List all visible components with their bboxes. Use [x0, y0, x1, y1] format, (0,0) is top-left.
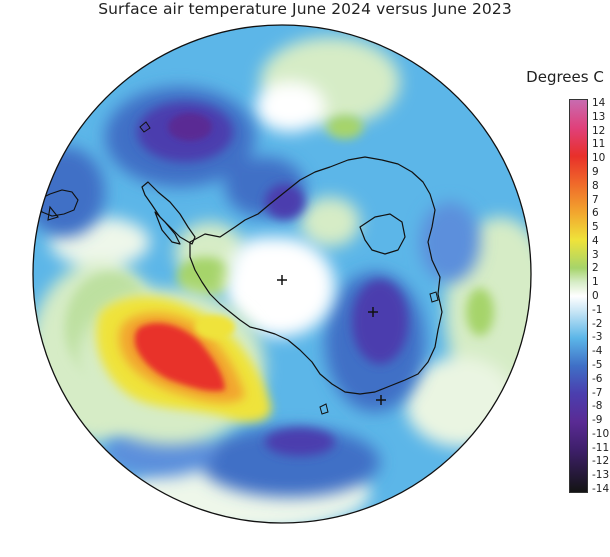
colorbar-tick-label: -13	[592, 469, 610, 482]
antarctic-peninsula	[141, 181, 196, 245]
colorbar-tick-label: 7	[592, 193, 599, 206]
colorbar-tick-label: 0	[592, 290, 599, 302]
antarctica-outline	[189, 156, 443, 395]
colorbar-tick-label: -6	[592, 372, 603, 385]
plus-marker-coast	[376, 395, 386, 405]
colorbar-tick-label: 2	[592, 262, 599, 275]
colorbar-tick-label: 5	[592, 221, 599, 234]
legend-title: Degrees C	[526, 68, 604, 86]
colorbar-tick-label: -10	[592, 427, 610, 440]
colorbar-tick-label: -1	[592, 303, 603, 316]
temperature-anomaly-svg	[32, 24, 532, 524]
anomaly-field	[33, 25, 531, 523]
colorbar-tick-label: -9	[592, 414, 603, 427]
colorbar-tick-label: 10	[592, 152, 606, 165]
plus-marker-south-pole	[277, 275, 287, 285]
colorbar-tick-label: 8	[592, 179, 599, 192]
colorbar-tick-label: 3	[592, 248, 599, 261]
colorbar	[569, 99, 588, 493]
colorbar-tick-label: -2	[592, 317, 603, 330]
colorbar-tick-label: 13	[592, 110, 606, 123]
colorbar-tick-label: -12	[592, 455, 610, 468]
very-cold-areas	[168, 113, 212, 141]
warm-anomaly	[75, 289, 272, 445]
markers	[277, 275, 386, 405]
map-title: Surface air temperature June 2024 versus…	[98, 0, 512, 18]
colorbar-tick-label: -8	[592, 400, 603, 413]
colorbar-tick-label: 4	[592, 234, 599, 247]
colorbar-tick-label: 11	[592, 138, 606, 151]
colorbar-tick-label: -7	[592, 386, 603, 399]
south-america-tip	[37, 189, 79, 221]
colorbar-tick-label: 12	[592, 124, 606, 137]
colorbar-tick-label: -4	[592, 345, 603, 358]
colorbar-tick-label: 6	[592, 207, 599, 220]
colorbar-tick-label: -14	[592, 483, 610, 495]
plus-marker-east-antarctica	[368, 307, 378, 317]
colorbar-tick-label: -11	[592, 441, 610, 454]
map-boundary	[32, 24, 532, 524]
colorbar-tick-label: 14	[592, 97, 606, 109]
polar-temperature-map	[30, 22, 535, 527]
colorbar-tick-label: -5	[592, 358, 603, 371]
colorbar-tick-label: 1	[592, 276, 599, 289]
islands	[139, 121, 439, 415]
colorbar-ticks: 14 13 12 11 10 9 8 7 6 5 4 3 2 1 0 -1 -2 -3 -4 -5 -6 -7 -8 -9 -1…	[592, 97, 610, 495]
colorbar-tick-label: -3	[592, 331, 603, 344]
colorbar-tick-label: 9	[592, 165, 599, 178]
